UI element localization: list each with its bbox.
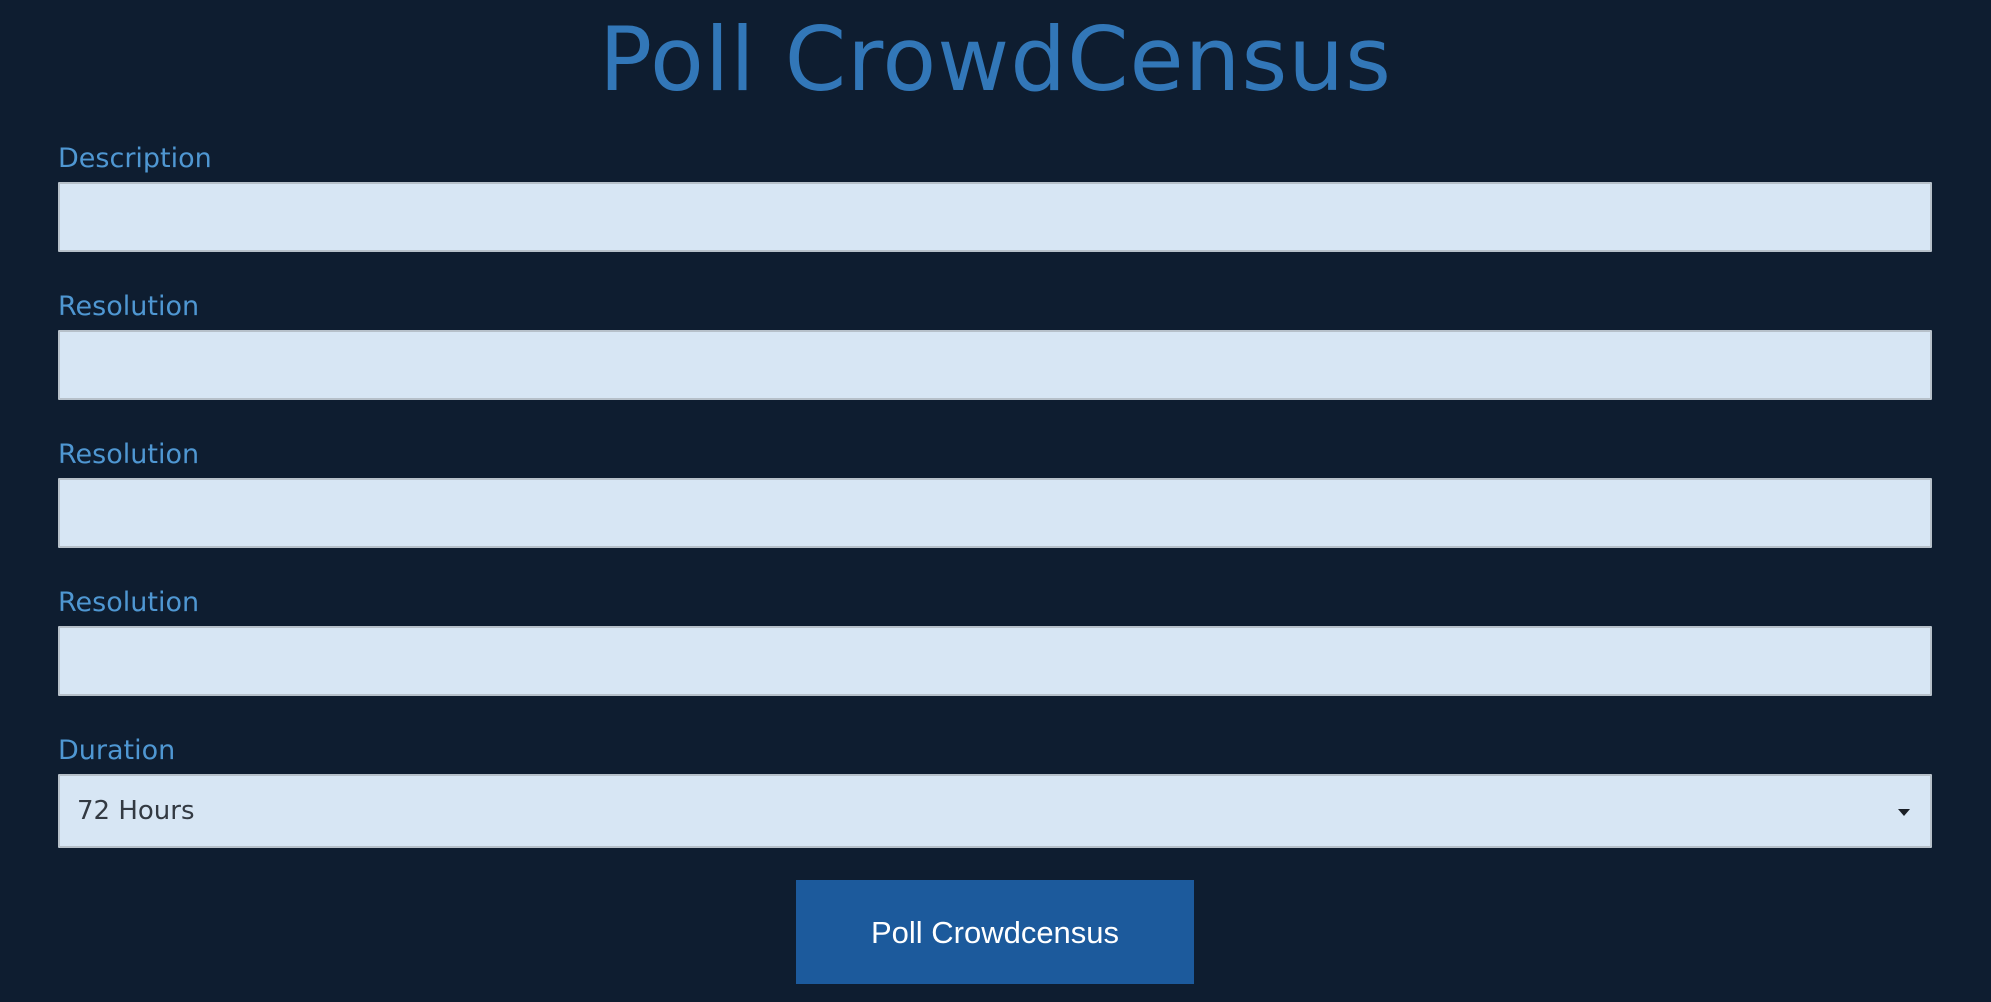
resolution-label-1: Resolution xyxy=(58,291,200,322)
duration-select[interactable]: 72 Hours xyxy=(58,774,1932,848)
description-label: Description xyxy=(58,143,212,174)
duration-label: Duration xyxy=(58,735,176,766)
description-input[interactable] xyxy=(58,182,1932,252)
resolution-label-3: Resolution xyxy=(58,587,200,618)
page-title: Poll CrowdCensus xyxy=(599,8,1392,111)
resolution-input-2[interactable] xyxy=(58,478,1932,548)
resolution-label-2: Resolution xyxy=(58,439,200,470)
duration-selected-value: 72 Hours xyxy=(77,796,195,826)
resolution-input-1[interactable] xyxy=(58,330,1932,400)
resolution-input-3[interactable] xyxy=(58,626,1932,696)
poll-crowdcensus-button[interactable]: Poll Crowdcensus xyxy=(796,880,1194,984)
caret-down-icon xyxy=(1898,809,1910,816)
